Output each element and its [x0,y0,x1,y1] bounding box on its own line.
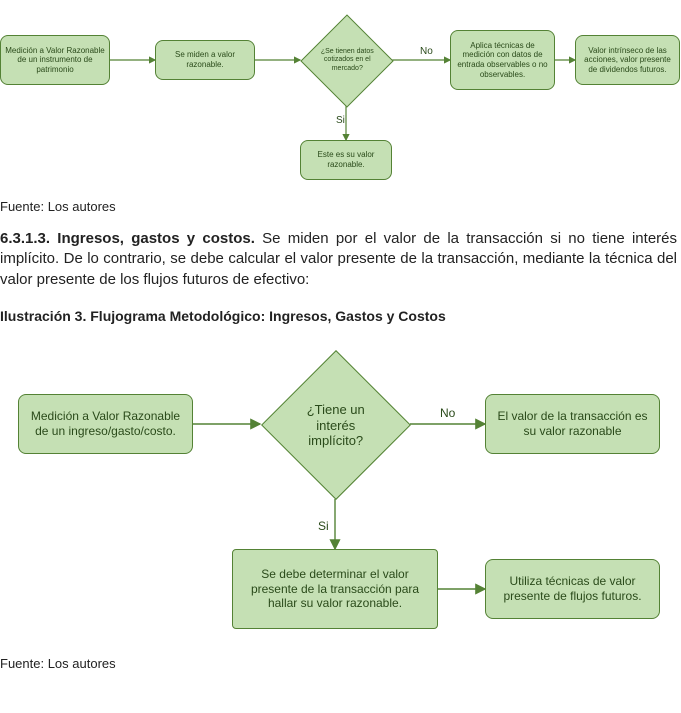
flow2-node-pv: Se debe determinar el valor presente de … [232,549,438,629]
flow2-node-result-no: El valor de la transacción es su valor r… [485,394,660,454]
flow2-decision-label: ¿Tiene un interés implícito? [296,401,376,448]
flow2-node-technique: Utiliza técnicas de valor presente de fl… [485,559,660,619]
flow1-node-intrinsic: Valor intrínseco de las acciones, valor … [575,35,680,85]
section-paragraph: 6.3.1.3. Ingresos, gastos y costos. Se m… [0,229,677,290]
flow2-label-si: Si [318,519,329,533]
flowchart-2: Medición a Valor Razonable de un ingreso… [0,344,681,644]
flow2-label-no: No [440,406,455,420]
flow1-label-no: No [420,46,433,57]
flow1-node-techniques: Aplica técnicas de medición con datos de… [450,30,555,90]
flowchart-1: Medición a Valor Razonable de un instrum… [0,0,681,195]
illustration-title: Ilustración 3. Flujograma Metodológico: … [0,308,677,324]
flow1-label-si: Si [336,115,345,126]
flow1-node-start: Medición a Valor Razonable de un instrum… [0,35,110,85]
flow1-decision-label: ¿Se tienen datos cotizados en el mercado… [317,48,377,73]
flow1-node-measure: Se miden a valor razonable. [155,40,255,80]
source-2: Fuente: Los autores [0,656,677,671]
source-1: Fuente: Los autores [0,199,677,214]
flow2-decision: ¿Tiene un interés implícito? [261,350,411,500]
flow2-node-start: Medición a Valor Razonable de un ingreso… [18,394,193,454]
flow1-node-result: Este es su valor razonable. [300,140,392,180]
flow1-decision: ¿Se tienen datos cotizados en el mercado… [300,14,393,107]
section-number: 6.3.1.3. Ingresos, gastos y costos. [0,230,255,247]
